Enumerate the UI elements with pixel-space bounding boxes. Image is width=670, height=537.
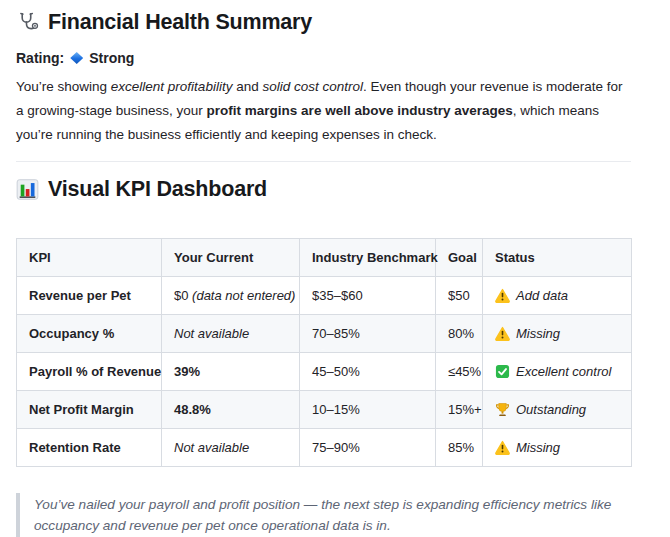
rating-value: Strong [89, 50, 134, 66]
current-value-cell: 39% [162, 353, 300, 391]
check-icon [495, 364, 510, 379]
stethoscope-icon [16, 11, 39, 34]
benchmark-cell: 10–15% [300, 391, 436, 429]
warning-icon [495, 326, 510, 341]
status-text: Missing [516, 326, 560, 341]
benchmark-cell: 45–50% [300, 353, 436, 391]
rating-line: Rating: Strong [16, 50, 631, 66]
kpi-table-header: KPIYour CurrentIndustry BenchmarkGoalSta… [17, 239, 632, 277]
status-text: Outstanding [516, 402, 586, 417]
status-cell: Excellent control [483, 353, 632, 391]
table-row: Occupancy %Not available70–85%80% Missin… [17, 315, 632, 353]
table-row: Revenue per Pet$0 (data not entered)$35–… [17, 277, 632, 315]
goal-cell: 85% [436, 429, 483, 467]
status-cell: Missing [483, 429, 632, 467]
benchmark-cell: $35–$60 [300, 277, 436, 315]
goal-cell: ≤45% [436, 353, 483, 391]
current-value-cell: 48.8% [162, 391, 300, 429]
current-value-cell: Not available [162, 429, 300, 467]
status-cell: Add data [483, 277, 632, 315]
kpi-cell: Retention Rate [17, 429, 162, 467]
table-row: Retention RateNot available75–90%85% Mis… [17, 429, 632, 467]
financial-report: Financial Health Summary Rating: Strong … [0, 0, 647, 537]
table-row: Net Profit Margin48.8%10–15%15%+ Outstan… [17, 391, 632, 429]
rating-label: Rating: [16, 50, 64, 66]
column-header: KPI [17, 239, 162, 277]
benchmark-cell: 70–85% [300, 315, 436, 353]
status-cell: Outstanding [483, 391, 632, 429]
kpi-table: KPIYour CurrentIndustry BenchmarkGoalSta… [16, 238, 632, 467]
kpi-cell: Net Profit Margin [17, 391, 162, 429]
goal-cell: $50 [436, 277, 483, 315]
header-row: KPIYour CurrentIndustry BenchmarkGoalSta… [17, 239, 632, 277]
table-row: Payroll % of Revenue39%45–50%≤45% Excell… [17, 353, 632, 391]
column-header: Status [483, 239, 632, 277]
goal-cell: 15%+ [436, 391, 483, 429]
dashboard-title: Visual KPI Dashboard [16, 177, 631, 202]
benchmark-cell: 75–90% [300, 429, 436, 467]
insight-quote-text: You’ve nailed your payroll and profit po… [34, 497, 611, 533]
insight-quote: You’ve nailed your payroll and profit po… [16, 493, 616, 537]
column-header: Your Current [162, 239, 300, 277]
section-divider [16, 161, 631, 162]
status-text: Missing [516, 440, 560, 455]
warning-icon [495, 440, 510, 455]
kpi-cell: Occupancy % [17, 315, 162, 353]
column-header: Industry Benchmark [300, 239, 436, 277]
warning-icon [495, 288, 510, 303]
kpi-table-body: Revenue per Pet$0 (data not entered)$35–… [17, 277, 632, 467]
status-cell: Missing [483, 315, 632, 353]
blue-diamond-icon [70, 52, 83, 64]
goal-cell: 80% [436, 315, 483, 353]
summary-paragraph: You’re showing excellent profitability a… [16, 75, 631, 147]
status-text: Excellent control [516, 364, 611, 379]
column-header: Goal [436, 239, 483, 277]
kpi-cell: Payroll % of Revenue [17, 353, 162, 391]
kpi-cell: Revenue per Pet [17, 277, 162, 315]
trophy-icon [495, 402, 510, 417]
dashboard-title-text: Visual KPI Dashboard [48, 177, 267, 202]
bar-chart-icon [16, 178, 39, 201]
page-title-text: Financial Health Summary [48, 10, 312, 35]
status-text: Add data [516, 288, 568, 303]
current-value-cell: Not available [162, 315, 300, 353]
current-value-cell: $0 (data not entered) [162, 277, 300, 315]
page-title: Financial Health Summary [16, 10, 631, 35]
